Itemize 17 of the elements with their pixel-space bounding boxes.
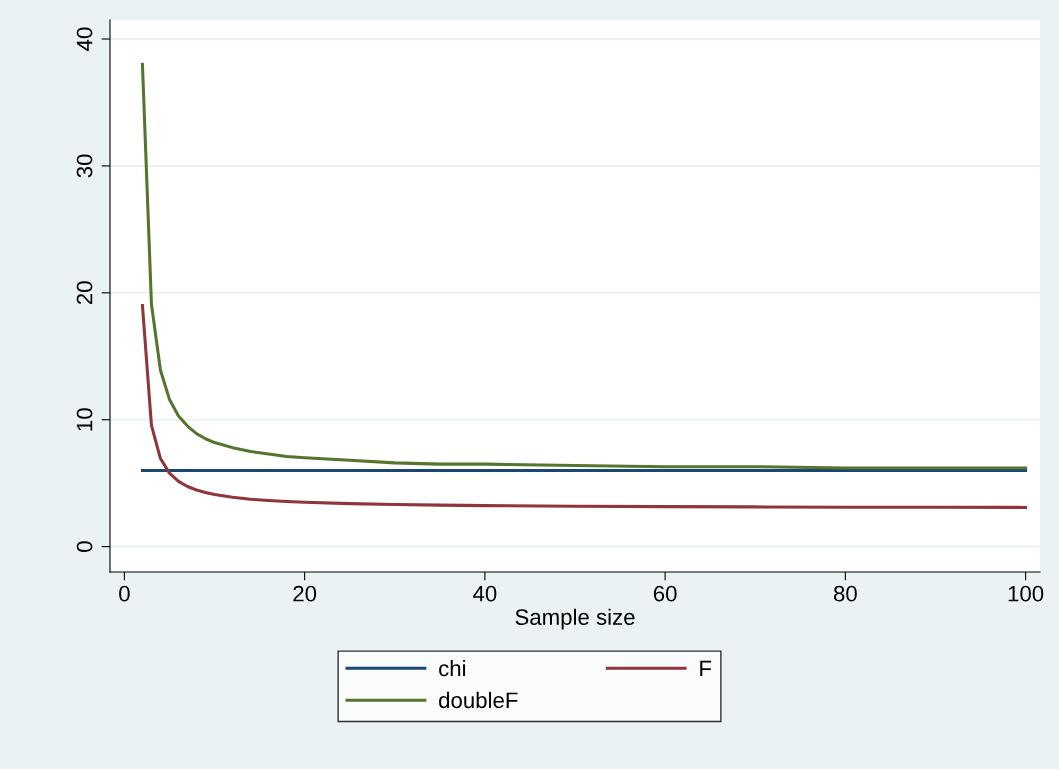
line-series	[140, 303, 1028, 509]
legend-label: F	[700, 660, 712, 677]
x-tick-label: 60	[653, 585, 677, 602]
y-tick-label: 40	[76, 27, 93, 51]
x-axis-title: Sample size	[515, 608, 635, 630]
y-tick-label: 20	[76, 281, 93, 305]
x-tick-label: 0	[119, 585, 130, 602]
x-tick-label: 40	[473, 585, 497, 602]
y-tick-label: 30	[76, 154, 93, 178]
line-series	[140, 62, 1028, 470]
x-tick-label: 100	[1008, 585, 1044, 602]
x-tick-label: 20	[293, 585, 317, 602]
x-tick-label: 80	[833, 585, 857, 602]
legend-label: doubleF	[439, 691, 518, 709]
y-tick-label: 10	[76, 408, 93, 431]
legend-label: chi	[439, 660, 466, 677]
y-tick-label: 0	[76, 541, 93, 552]
